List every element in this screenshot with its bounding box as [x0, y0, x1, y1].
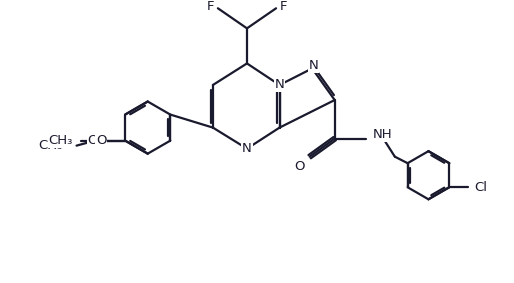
Text: F: F [280, 0, 287, 13]
Text: CH₃: CH₃ [38, 139, 63, 152]
Text: F: F [207, 0, 214, 13]
Text: N: N [242, 142, 252, 155]
Text: Cl: Cl [474, 181, 487, 194]
Text: CH₃: CH₃ [49, 134, 73, 147]
Text: N: N [274, 78, 284, 91]
Text: NH: NH [372, 128, 392, 141]
Text: N: N [308, 59, 318, 72]
Text: O: O [87, 134, 98, 147]
Text: O: O [295, 160, 305, 173]
Text: O: O [96, 134, 106, 147]
